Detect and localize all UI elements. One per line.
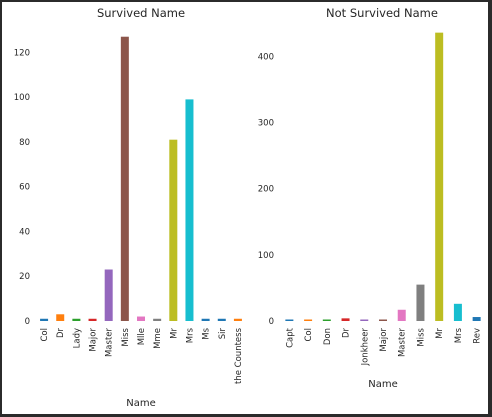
y-tick-label-0-2: 40 (19, 227, 30, 237)
x-tick-label-0-11: Sir (218, 328, 228, 340)
bar-0-sir (217, 318, 226, 321)
y-tick-label-0-5: 100 (14, 93, 30, 103)
bar-0-the-countess (233, 318, 242, 321)
x-tick-label-0-4: Master (105, 327, 115, 357)
bar-0-mrs (185, 99, 194, 322)
bar-1-don (322, 319, 331, 321)
bar-0-col (40, 318, 49, 321)
y-tick-label-0-0: 0 (25, 317, 30, 327)
bar-1-mr (435, 32, 444, 322)
figure-canvas: Survived Name 0 20 40 60 80 100 120 Col Dr Lady Maj… (2, 2, 488, 414)
x-tick-label-1-3: Dr (342, 328, 352, 339)
bar-1-capt (285, 319, 294, 321)
bar-0-ms (201, 318, 210, 321)
x-tick-label-1-5: Major (379, 328, 389, 352)
x-tick-label-1-10: Rev (473, 328, 483, 344)
bar-1-rev (472, 317, 481, 321)
bar-0-mr (169, 139, 178, 321)
chart-title-1: Not Survived Name (326, 6, 438, 20)
x-tick-label-1-6: Master (398, 327, 408, 357)
y-tick-label-1-4: 400 (258, 52, 274, 62)
x-tick-label-0-9: Mrs (185, 327, 195, 343)
bar-0-major (88, 318, 97, 321)
x-tick-label-1-4: Jonkheer (360, 327, 370, 366)
x-tick-label-0-8: Mr (169, 328, 179, 339)
y-tick-label-0-1: 20 (19, 272, 30, 282)
bar-1-dr (341, 318, 350, 321)
x-axis-label-0: Name (126, 398, 156, 409)
x-tick-label-0-10: Ms (202, 327, 212, 339)
x-tick-label-0-1: Dr (56, 328, 66, 339)
chart-figure: Survived Name 0 20 40 60 80 100 120 Col Dr Lady Maj… (14, 6, 483, 409)
x-tick-label-1-2: Don (323, 328, 333, 345)
y-tick-label-0-6: 120 (14, 48, 30, 58)
x-tick-label-1-8: Mr (435, 328, 445, 339)
y-tick-label-0-3: 60 (19, 183, 30, 193)
y-tick-label-1-1: 100 (258, 251, 274, 261)
bar-0-mlle (137, 316, 145, 321)
bar-0-dr (56, 314, 65, 321)
x-tick-label-0-0: Col (40, 328, 50, 342)
x-tick-label-1-1: Col (304, 328, 314, 342)
bar-1-mrs (453, 303, 462, 321)
bar-1-jonkheer (360, 319, 369, 321)
x-tick-label-0-2: Lady (72, 328, 82, 348)
bar-1-miss (416, 284, 425, 321)
x-tick-label-0-12: the Countess (234, 327, 244, 384)
bar-0-master (104, 269, 113, 321)
x-tick-label-1-7: Miss (416, 327, 426, 346)
bar-1-major (379, 319, 387, 321)
bar-0-lady (72, 318, 81, 321)
bar-0-mme (153, 318, 162, 321)
y-tick-label-1-2: 200 (258, 185, 274, 195)
bar-1-master (397, 309, 406, 321)
y-tick-label-0-4: 80 (19, 138, 30, 148)
x-tick-label-1-0: Capt (285, 327, 295, 348)
y-tick-label-1-3: 300 (258, 119, 274, 129)
chart-title-0: Survived Name (97, 6, 185, 20)
x-tick-label-0-7: Mme (153, 328, 163, 349)
x-tick-label-1-9: Mrs (454, 327, 464, 343)
bar-1-col (304, 319, 313, 321)
x-tick-label-0-3: Major (89, 328, 99, 352)
bar-0-miss (120, 36, 129, 321)
y-tick-label-1-0: 0 (269, 317, 274, 327)
x-tick-label-0-5: Miss (121, 327, 131, 346)
x-tick-label-0-6: Mlle (137, 328, 147, 345)
x-axis-label-1: Name (368, 379, 398, 390)
